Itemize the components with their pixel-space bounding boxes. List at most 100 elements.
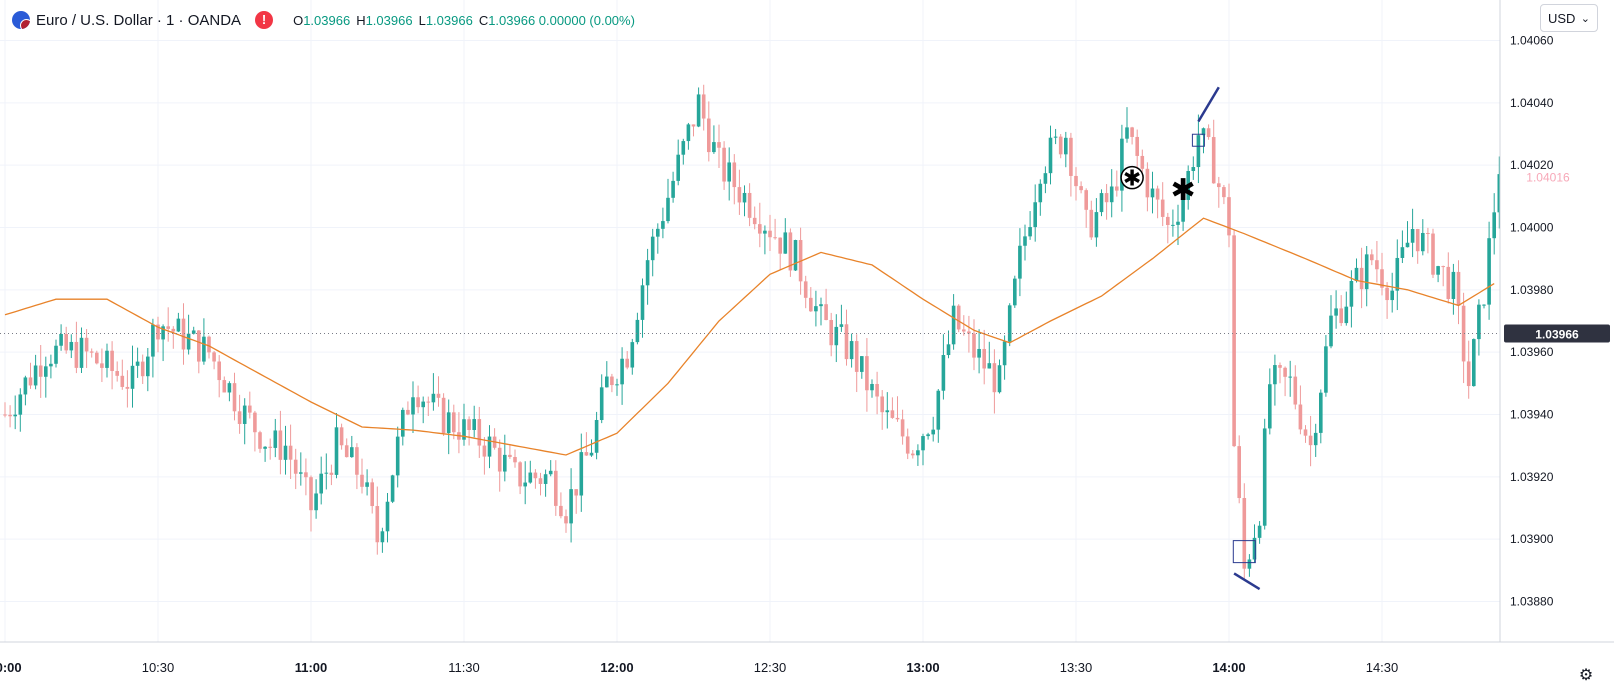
candle-body bbox=[1247, 559, 1252, 569]
candle-body bbox=[625, 358, 629, 368]
time-tick-label: 12:00 bbox=[600, 660, 633, 675]
candle-body bbox=[115, 371, 119, 376]
candle-body bbox=[1466, 361, 1471, 387]
candle-body bbox=[1262, 428, 1267, 526]
price-tick-label: 1.04020 bbox=[1510, 158, 1554, 172]
candle-body bbox=[181, 318, 186, 350]
candle-body bbox=[74, 341, 79, 368]
candle-body bbox=[1007, 305, 1012, 342]
candle-body bbox=[1497, 174, 1502, 213]
candle-body bbox=[1426, 232, 1430, 234]
candle-body bbox=[324, 472, 329, 474]
candle-body bbox=[462, 419, 466, 440]
candle-body bbox=[390, 475, 395, 502]
price-tick-label: 1.04060 bbox=[1510, 34, 1554, 48]
candle-body bbox=[854, 341, 859, 372]
candle-body bbox=[497, 447, 502, 472]
candle-body bbox=[329, 472, 334, 475]
candle-body bbox=[1364, 254, 1369, 290]
candle-body bbox=[849, 341, 854, 360]
candle-body bbox=[1222, 187, 1226, 198]
candle-body bbox=[809, 297, 813, 312]
candle-body bbox=[1145, 168, 1150, 198]
candle-body bbox=[793, 240, 798, 271]
candle-body bbox=[1482, 304, 1486, 306]
candle-body bbox=[921, 436, 925, 451]
candle-body bbox=[110, 350, 114, 372]
candle-body bbox=[666, 197, 670, 222]
candle-body bbox=[936, 390, 941, 430]
candle-body bbox=[1308, 435, 1313, 446]
candle-body bbox=[44, 366, 48, 377]
candle-body bbox=[8, 414, 12, 417]
candle-body bbox=[268, 446, 272, 448]
candle-body bbox=[967, 331, 971, 334]
time-tick-label: 14:00 bbox=[1212, 660, 1245, 675]
candle-body bbox=[3, 414, 7, 416]
candle-body bbox=[768, 230, 772, 238]
candle-body bbox=[1002, 341, 1007, 366]
candle-body bbox=[824, 304, 828, 320]
candle-body bbox=[543, 474, 548, 484]
candle-body bbox=[18, 394, 23, 415]
gear-icon[interactable]: ⚙ bbox=[1578, 667, 1594, 684]
candle-body bbox=[900, 419, 905, 437]
candle-body bbox=[1120, 138, 1124, 191]
candle-body bbox=[803, 281, 808, 298]
candle-body bbox=[176, 318, 181, 332]
candle-body bbox=[1171, 224, 1175, 226]
price-tick-label: 1.04040 bbox=[1510, 96, 1554, 110]
candle-body bbox=[508, 454, 512, 457]
candle-body bbox=[477, 419, 482, 446]
candle-body bbox=[814, 306, 818, 312]
candle-body bbox=[1354, 267, 1359, 281]
candle-body bbox=[1472, 339, 1476, 387]
candle-body bbox=[691, 124, 696, 127]
candle-body bbox=[191, 330, 196, 334]
price-tick-label: 1.03980 bbox=[1510, 283, 1554, 297]
candle-body bbox=[946, 344, 951, 356]
symbol-title[interactable]: Euro / U.S. Dollar · 1 · OANDA bbox=[36, 11, 242, 29]
candle-body bbox=[1273, 365, 1277, 385]
candle-body bbox=[380, 531, 385, 543]
candle-body bbox=[350, 447, 354, 458]
candle-body bbox=[1186, 170, 1190, 200]
candle-body bbox=[594, 420, 599, 453]
candle-body bbox=[339, 427, 344, 446]
ohlc-low: L1.03966 bbox=[418, 12, 473, 28]
candle-body bbox=[416, 397, 420, 408]
candle-body bbox=[1359, 267, 1364, 290]
candle-body bbox=[1084, 190, 1088, 210]
candle-body bbox=[13, 414, 17, 417]
candle-body bbox=[1099, 193, 1104, 213]
candle-body bbox=[385, 501, 390, 532]
candle-body bbox=[334, 427, 339, 475]
currency-selector[interactable]: USD ⌄ bbox=[1540, 4, 1598, 32]
candle-body bbox=[661, 221, 665, 229]
candle-body bbox=[146, 356, 150, 377]
candle-body bbox=[207, 336, 211, 353]
candle-body bbox=[742, 192, 747, 203]
candle-body bbox=[59, 334, 63, 346]
candle-body bbox=[278, 430, 283, 460]
price-tick-label: 1.03920 bbox=[1510, 470, 1554, 484]
candle-body bbox=[89, 351, 94, 353]
candle-body bbox=[1395, 257, 1400, 291]
candle-body bbox=[319, 473, 323, 494]
candle-body bbox=[589, 452, 594, 456]
candle-body bbox=[941, 355, 946, 391]
exclamation-icon[interactable]: ! bbox=[255, 11, 274, 29]
candle-body bbox=[1079, 186, 1083, 191]
candle-body bbox=[105, 350, 109, 368]
candle-body bbox=[1130, 127, 1134, 137]
trendline-drawing bbox=[1197, 86, 1220, 123]
candle-body bbox=[1436, 266, 1440, 275]
candle-body bbox=[758, 224, 762, 234]
candle-body bbox=[559, 505, 563, 517]
ohlc-open: O1.03966 bbox=[293, 12, 351, 28]
candle-body bbox=[84, 337, 89, 352]
candle-body bbox=[1400, 247, 1405, 258]
last-price-label: 1.03966 bbox=[1535, 327, 1579, 341]
candle-body bbox=[1257, 525, 1262, 538]
